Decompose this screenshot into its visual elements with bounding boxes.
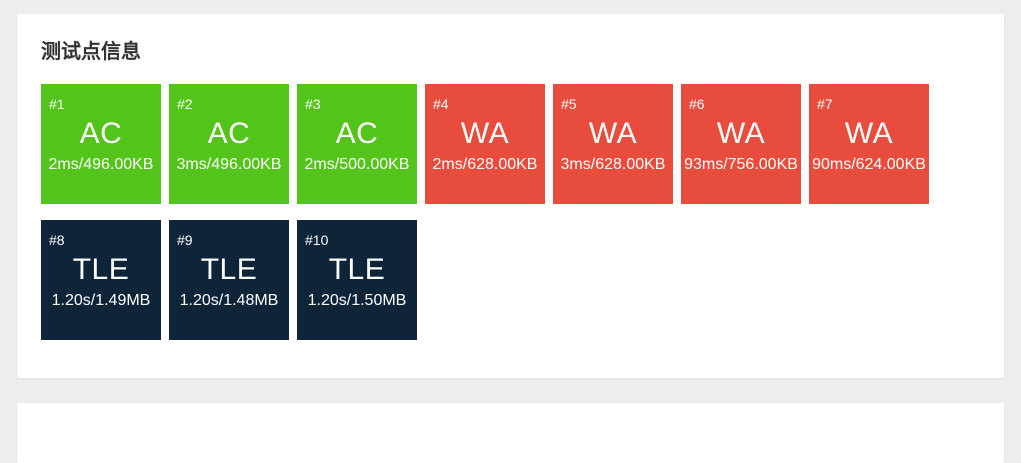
- testcase-id-label: #10: [305, 232, 329, 248]
- testcase-time-memory-label: 1.20s/1.48MB: [179, 292, 279, 309]
- next-panel-top-edge: [17, 403, 1004, 463]
- testcase-card-7[interactable]: #7 WA 90ms/624.00KB: [809, 84, 929, 204]
- testcase-card-2[interactable]: #2 AC 3ms/496.00KB: [169, 84, 289, 204]
- testcase-status-label: AC: [207, 117, 251, 150]
- testcase-card-3[interactable]: #3 AC 2ms/500.00KB: [297, 84, 417, 204]
- testcase-card-10[interactable]: #10 TLE 1.20s/1.50MB: [297, 220, 417, 340]
- testcase-card-6[interactable]: #6 WA 93ms/756.00KB: [681, 84, 801, 204]
- testcase-time-memory-label: 2ms/500.00KB: [304, 156, 410, 173]
- testcase-id-label: #8: [49, 232, 65, 248]
- testcase-time-memory-label: 90ms/624.00KB: [812, 156, 926, 173]
- testcase-card-9[interactable]: #9 TLE 1.20s/1.48MB: [169, 220, 289, 340]
- panel-title: 测试点信息: [41, 41, 141, 63]
- testcase-status-label: TLE: [200, 253, 258, 286]
- testcase-status-label: TLE: [72, 253, 130, 286]
- testcase-id-label: #4: [433, 96, 449, 112]
- testcase-status-label: WA: [844, 117, 894, 150]
- testcase-time-memory-label: 1.20s/1.50MB: [307, 292, 407, 309]
- testcase-time-memory-label: 1.20s/1.49MB: [51, 292, 151, 309]
- testcase-time-memory-label: 3ms/628.00KB: [560, 156, 666, 173]
- testcase-card-4[interactable]: #4 WA 2ms/628.00KB: [425, 84, 545, 204]
- testcase-card-5[interactable]: #5 WA 3ms/628.00KB: [553, 84, 673, 204]
- testcase-time-memory-label: 2ms/628.00KB: [432, 156, 538, 173]
- testcase-status-label: WA: [716, 117, 766, 150]
- testcase-time-memory-label: 93ms/756.00KB: [684, 156, 798, 173]
- testcase-status-label: AC: [335, 117, 379, 150]
- testcase-id-label: #5: [561, 96, 577, 112]
- testcase-status-label: WA: [588, 117, 638, 150]
- testcase-id-label: #6: [689, 96, 705, 112]
- testcase-id-label: #2: [177, 96, 193, 112]
- testcase-id-label: #7: [817, 96, 833, 112]
- testcase-time-memory-label: 3ms/496.00KB: [176, 156, 282, 173]
- testcase-status-label: TLE: [328, 253, 386, 286]
- testcase-card-8[interactable]: #8 TLE 1.20s/1.49MB: [41, 220, 161, 340]
- testcase-status-label: AC: [79, 117, 123, 150]
- testcase-id-label: #3: [305, 96, 321, 112]
- testcase-time-memory-label: 2ms/496.00KB: [48, 156, 154, 173]
- testcase-id-label: #9: [177, 232, 193, 248]
- testcase-id-label: #1: [49, 96, 65, 112]
- testcase-panel: 测试点信息 #1 AC 2ms/496.00KB #2 AC 3ms/496.0…: [17, 14, 1004, 378]
- testcase-grid: #1 AC 2ms/496.00KB #2 AC 3ms/496.00KB #3…: [41, 84, 980, 356]
- testcase-card-1[interactable]: #1 AC 2ms/496.00KB: [41, 84, 161, 204]
- testcase-status-label: WA: [460, 117, 510, 150]
